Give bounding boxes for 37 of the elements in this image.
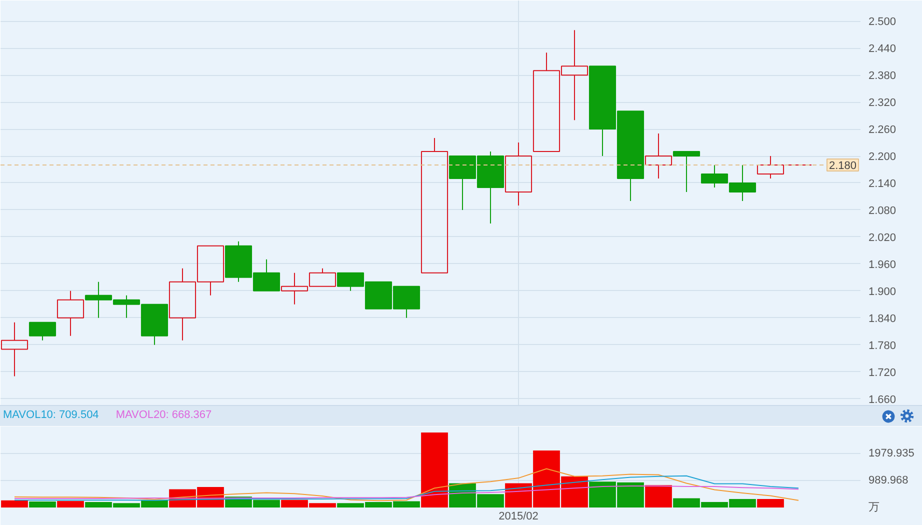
bar (1, 500, 28, 508)
y-tick-label: 989.968 (868, 474, 908, 486)
x-tick-label: 2015/02 (498, 510, 538, 522)
y-tick-label: 1979.935 (868, 448, 914, 460)
y-tick-label: 2.380 (868, 70, 896, 82)
y-tick-label: 2.260 (868, 124, 896, 136)
text: MAVOL10: 709.504 (3, 408, 99, 424)
y-tick-label: 2.440 (868, 43, 896, 56)
y-tick-label: 2.080 (868, 204, 896, 217)
candlestick (672, 151, 700, 192)
line-series (14, 485, 799, 499)
y-tick-label: 1.720 (868, 366, 896, 379)
candlestick (420, 138, 448, 274)
y-tick-label: 1.660 (868, 394, 896, 406)
bar (757, 499, 784, 508)
candlestick (0, 322, 28, 377)
candlestick (504, 142, 532, 206)
text: MAVOL20: 668.367 (116, 408, 212, 424)
bar (29, 502, 56, 508)
candlestick (644, 133, 672, 179)
bar (57, 500, 84, 508)
y-tick-label: 1.900 (868, 286, 896, 298)
y-tick-label: 2.500 (868, 16, 896, 28)
y-tick-label: 万 (868, 502, 880, 514)
y-tick-label: 1.960 (868, 258, 896, 271)
y-tick-label: 1.780 (868, 340, 896, 352)
candlestick (56, 290, 84, 336)
y-tick-label: 2.320 (868, 97, 896, 110)
y-tick-label: 2.140 (868, 178, 896, 190)
line-series (14, 475, 799, 501)
ref-line-label: 2.180 (828, 160, 857, 172)
bar (645, 485, 672, 508)
y-tick-label: 2.020 (868, 232, 896, 244)
line-series (14, 468, 799, 502)
y-tick-label: 2.200 (868, 151, 896, 164)
y-tick-label: 1.840 (868, 312, 896, 325)
bar (421, 432, 448, 508)
